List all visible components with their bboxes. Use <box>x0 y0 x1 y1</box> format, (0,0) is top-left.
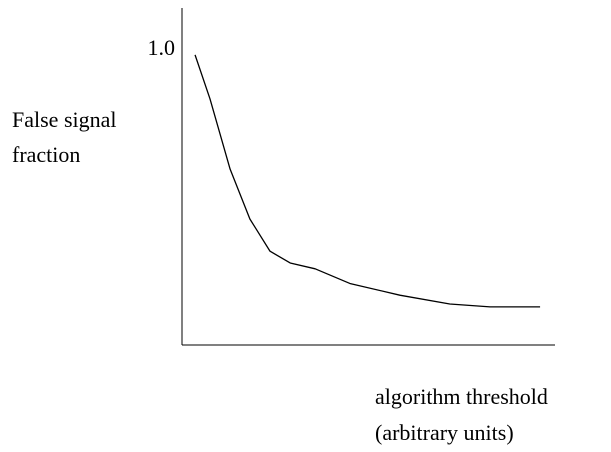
x-axis-label: (arbitrary units) <box>375 420 514 445</box>
y-axis-label: fraction <box>12 142 80 167</box>
x-axis-label: algorithm threshold <box>375 384 548 409</box>
y-tick-label: 1.0 <box>148 35 176 60</box>
y-axis-label: False signal <box>12 107 117 132</box>
line <box>194 54 541 308</box>
